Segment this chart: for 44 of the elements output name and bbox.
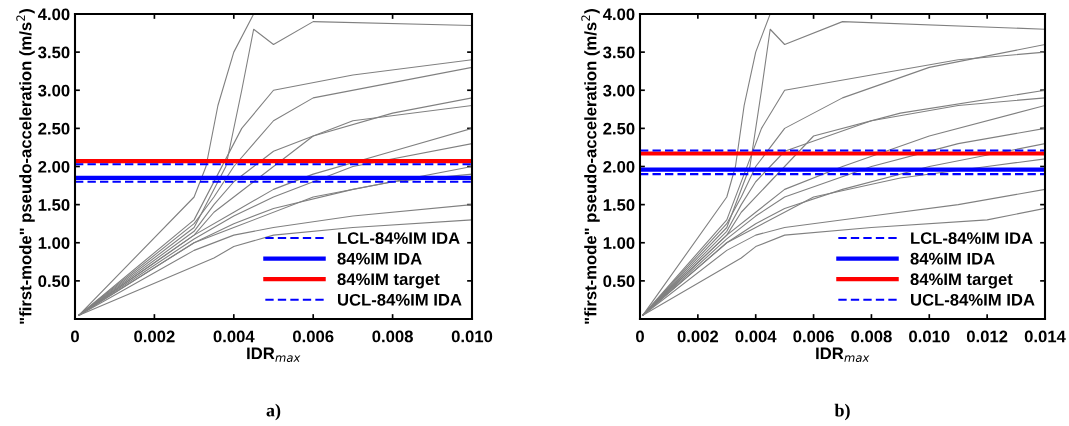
y-tick-label: 4.00 bbox=[37, 8, 70, 21]
y-tick-label: 3.00 bbox=[603, 84, 635, 97]
x-tick-label: 0.014 bbox=[1024, 330, 1066, 343]
y-axis-title: "first-mode" pseudo-acceleration (m/s$^{2}$) bbox=[581, 9, 600, 324]
legend-label: UCL-84%IM IDA bbox=[910, 293, 1035, 306]
x-tick-label: 0 bbox=[636, 330, 644, 343]
legend-label: LCL-84%IM IDA bbox=[911, 232, 1033, 245]
x-tick-label: 0.010 bbox=[909, 330, 950, 343]
x-tick-label: 0.010 bbox=[451, 330, 493, 343]
x-tick-label: 0.002 bbox=[677, 330, 719, 343]
y-tick-label: 2.00 bbox=[38, 160, 70, 173]
y-tick-label: 3.50 bbox=[603, 46, 635, 59]
x-tick-label: 0.002 bbox=[134, 330, 175, 343]
x-tick-label: 0.004 bbox=[213, 330, 255, 343]
y-tick-label: 2.00 bbox=[603, 160, 635, 173]
x-axis-title: IDR$_{max}$ bbox=[247, 347, 301, 362]
legend-label: 84%IM IDA bbox=[337, 252, 422, 265]
text: b) bbox=[834, 403, 850, 421]
legend-label: 84%IM target bbox=[910, 273, 1013, 289]
x-tick-label: 0.004 bbox=[735, 330, 777, 343]
y-tick-label: 2.50 bbox=[38, 122, 70, 135]
legend-label: 84%IM target bbox=[337, 273, 440, 289]
y-tick-label: 3.00 bbox=[38, 84, 70, 97]
y-tick-label: 2.50 bbox=[603, 122, 635, 135]
y-tick-label: 1.50 bbox=[603, 199, 635, 211]
legend-label: LCL-84%IM IDA bbox=[338, 232, 460, 245]
y-tick-label: 1.00 bbox=[603, 237, 635, 249]
y-tick-label: 0.50 bbox=[603, 275, 635, 288]
x-tick-label: 0.008 bbox=[372, 330, 413, 343]
x-tick-label: 0.008 bbox=[851, 330, 892, 343]
y-axis-title: "first-mode" pseudo-acceleration (m/s$^{2}$) bbox=[16, 9, 35, 324]
text: a) bbox=[266, 403, 281, 421]
y-tick-label: 0.50 bbox=[38, 275, 70, 288]
y-tick-label: 1.00 bbox=[38, 237, 70, 249]
x-tick-label: 0 bbox=[71, 330, 79, 343]
legend-label: 84%IM IDA bbox=[910, 252, 995, 265]
y-tick-label: 1.50 bbox=[38, 199, 70, 211]
x-tick-label: 0.006 bbox=[793, 330, 834, 343]
y-tick-label: 4.00 bbox=[602, 8, 635, 21]
legend-label: UCL-84%IM IDA bbox=[337, 293, 462, 306]
x-axis-title: IDR$_{max}$ bbox=[816, 347, 870, 362]
x-tick-label: 0.006 bbox=[293, 330, 334, 343]
x-tick-label: 0.012 bbox=[966, 330, 1008, 343]
y-tick-label: 3.50 bbox=[38, 46, 70, 59]
